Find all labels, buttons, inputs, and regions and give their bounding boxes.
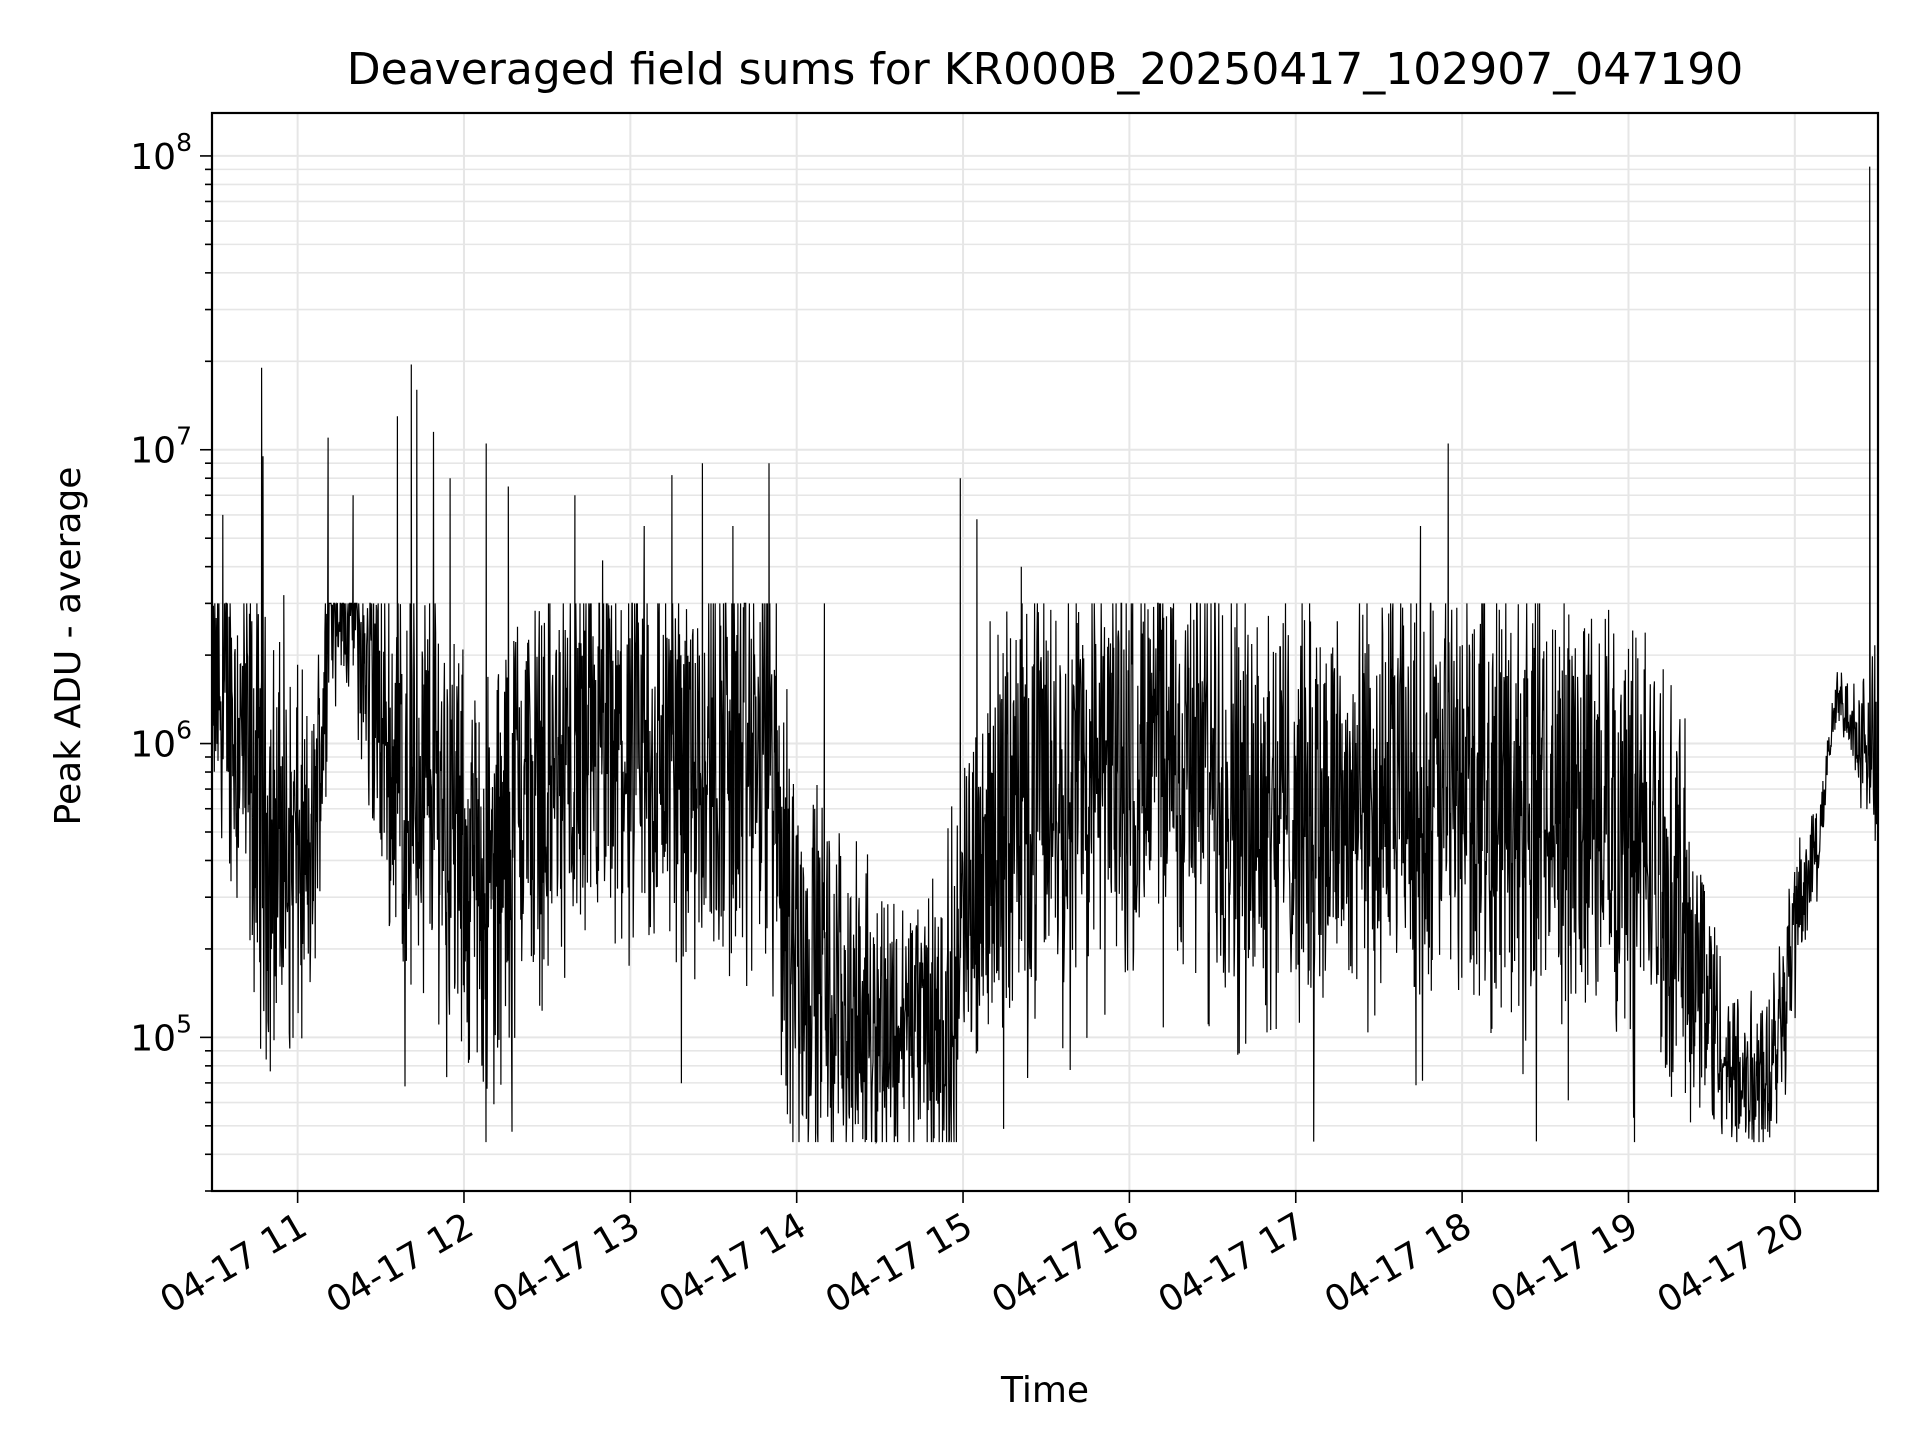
plot-frame — [210, 111, 1880, 1193]
y-tick-label: 106 — [130, 716, 192, 766]
series-line — [211, 166, 1879, 1145]
data-series — [211, 166, 1879, 1145]
x-tick-label: 04-17 12 — [320, 1205, 481, 1321]
x-tick-label: 04-17 14 — [653, 1205, 814, 1321]
x-tick-label: 04-17 18 — [1318, 1205, 1479, 1321]
x-axis-ticks: 04-17 11 04-17 12 04-17 13 04-17 14 04-17 15… — [153, 1191, 1811, 1322]
y-tick-label: 107 — [130, 422, 192, 472]
x-tick-label: 04-17 17 — [1152, 1205, 1313, 1321]
x-tick-label: 04-17 11 — [153, 1205, 314, 1321]
y-tick-label: 108 — [130, 128, 192, 178]
chart-title: Deaveraged field sums for KR000B_2025041… — [347, 44, 1743, 95]
y-axis-ticks: 105 106 107 108 — [130, 128, 212, 1192]
x-tick-label: 04-17 16 — [985, 1205, 1146, 1321]
x-tick-label: 04-17 19 — [1484, 1205, 1645, 1321]
x-axis-label: Time — [1000, 1370, 1089, 1411]
y-tick-label: 105 — [130, 1009, 192, 1059]
x-tick-label: 04-17 20 — [1651, 1205, 1812, 1321]
x-tick-label: 04-17 13 — [486, 1205, 647, 1321]
y-axis-label: Peak ADU - average — [48, 467, 89, 826]
x-tick-label: 04-17 15 — [819, 1205, 980, 1321]
